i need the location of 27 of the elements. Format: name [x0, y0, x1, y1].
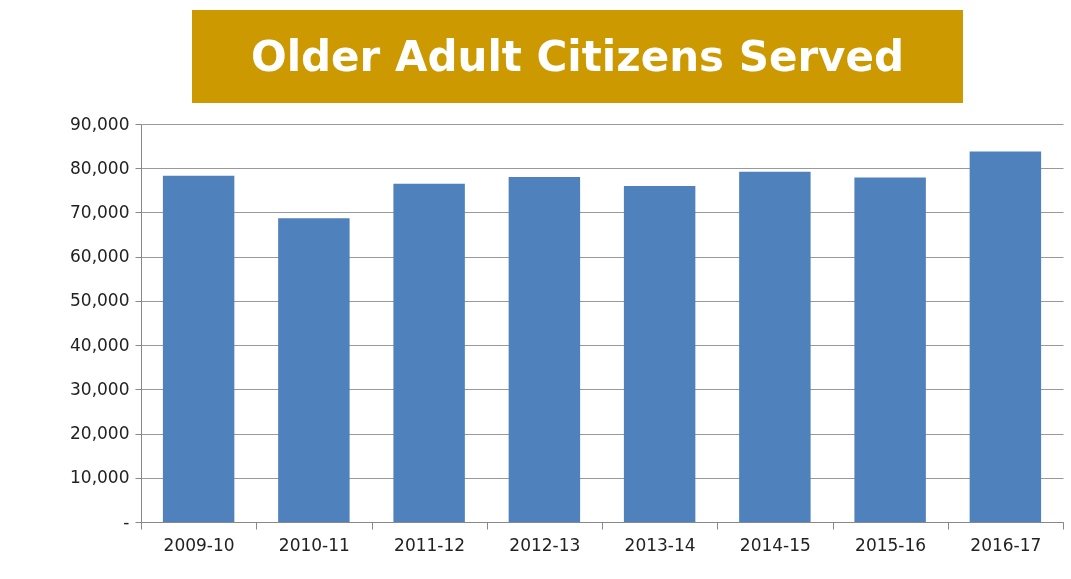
bar: [508, 177, 581, 522]
y-tick-label: 50,000: [70, 290, 130, 311]
x-tick-label: 2009-10: [163, 534, 235, 555]
y-tick-label: 90,000: [70, 113, 130, 134]
y-tick-label: 60,000: [70, 246, 130, 267]
bar: [623, 185, 696, 522]
bar: [969, 151, 1042, 522]
y-tick-label: 30,000: [70, 378, 130, 399]
y-tick-label: 40,000: [70, 334, 130, 355]
x-tick-label: 2011-12: [394, 534, 466, 555]
x-tick-label: 2012-13: [509, 534, 581, 555]
y-tick-label: -: [123, 511, 130, 532]
y-tick-label: 20,000: [70, 423, 130, 444]
bar: [278, 218, 350, 522]
x-tick-label: 2014-15: [739, 534, 811, 555]
bar: [393, 183, 465, 522]
x-tick-label: 2010-11: [278, 534, 350, 555]
y-tick-label: 80,000: [70, 157, 130, 178]
bar: [854, 177, 926, 522]
bar: [739, 171, 811, 522]
x-tick-label: 2016-17: [970, 534, 1042, 555]
x-tick-label: 2015-16: [855, 534, 927, 555]
y-tick-label: 70,000: [70, 201, 130, 222]
chart-title: Older Adult Citizens Served: [192, 10, 963, 103]
bar: [162, 175, 235, 522]
x-tick-label: 2013-14: [624, 534, 696, 555]
y-tick-label: 10,000: [70, 467, 130, 488]
